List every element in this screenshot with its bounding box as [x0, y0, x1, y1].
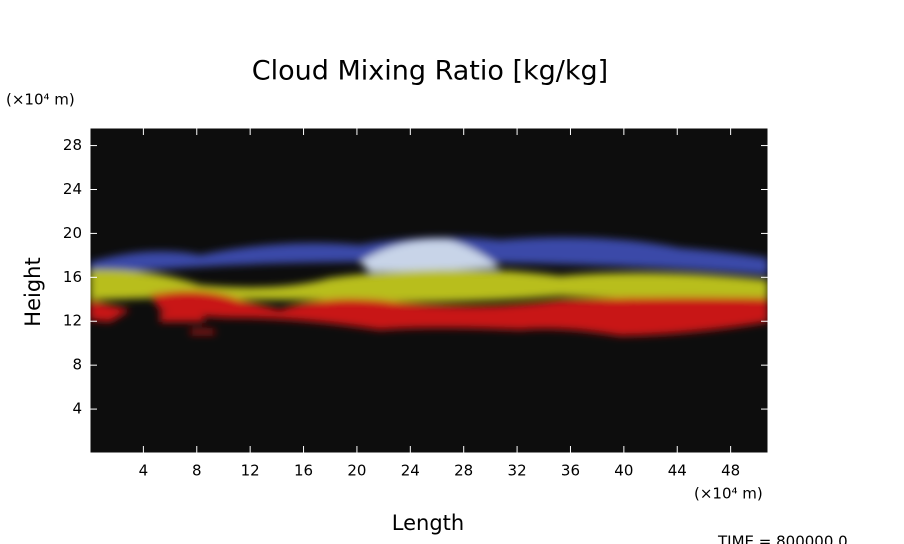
y-tick-label: 16 [63, 268, 82, 286]
x-tick-label: 24 [401, 462, 420, 480]
y-tick-label: 28 [63, 136, 82, 154]
y-tick-label: 4 [72, 400, 82, 418]
y-tick-label: 12 [63, 312, 82, 330]
x-tick-label: 16 [294, 462, 313, 480]
y-unit: (×10⁴ m) [6, 91, 75, 109]
y-axis-label: Height [21, 257, 45, 326]
chart-title: Cloud Mixing Ratio [kg/kg] [252, 56, 608, 87]
x-tick-label: 28 [454, 462, 473, 480]
x-axis-label: Length [392, 511, 464, 535]
y-tick-label: 8 [72, 356, 82, 374]
cloud-render [90, 236, 768, 336]
x-tick-label: 44 [668, 462, 687, 480]
x-tick-label: 12 [241, 462, 260, 480]
plot-frame [89, 127, 769, 454]
annotation: TIME = 800000.0 [717, 533, 848, 544]
x-tick-label: 20 [347, 462, 366, 480]
x-tick-label: 4 [139, 462, 149, 480]
y-tick-label: 24 [63, 180, 82, 198]
x-tick-label: 32 [508, 462, 527, 480]
x-unit: (×10⁴ m) [694, 485, 763, 503]
x-tick-label: 36 [561, 462, 580, 480]
y-tick-label: 20 [63, 224, 82, 242]
x-tick-label: 8 [192, 462, 202, 480]
x-tick-label: 40 [614, 462, 633, 480]
x-tick-label: 48 [721, 462, 740, 480]
